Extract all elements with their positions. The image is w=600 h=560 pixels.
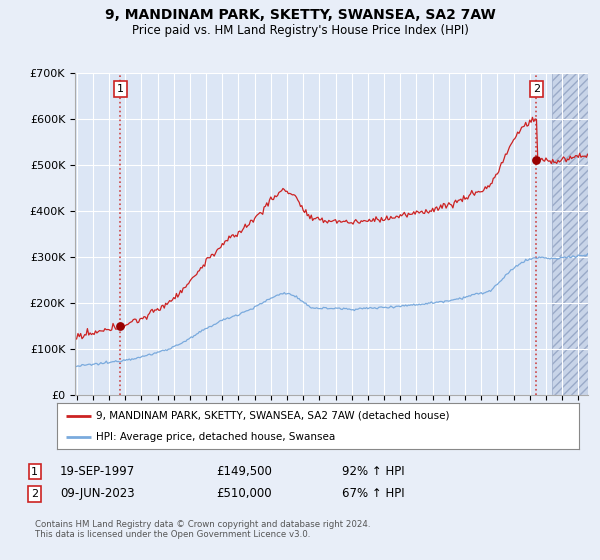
Bar <box>553 73 588 395</box>
Text: 9, MANDINAM PARK, SKETTY, SWANSEA, SA2 7AW: 9, MANDINAM PARK, SKETTY, SWANSEA, SA2 7… <box>104 8 496 22</box>
Text: 1: 1 <box>117 84 124 94</box>
Text: 92% ↑ HPI: 92% ↑ HPI <box>342 465 404 478</box>
Text: 19-SEP-1997: 19-SEP-1997 <box>60 465 135 478</box>
Text: 9, MANDINAM PARK, SKETTY, SWANSEA, SA2 7AW (detached house): 9, MANDINAM PARK, SKETTY, SWANSEA, SA2 7… <box>96 410 449 421</box>
Text: 09-JUN-2023: 09-JUN-2023 <box>60 487 134 501</box>
Text: HPI: Average price, detached house, Swansea: HPI: Average price, detached house, Swan… <box>96 432 335 442</box>
Text: £149,500: £149,500 <box>216 465 272 478</box>
Text: 2: 2 <box>31 489 38 499</box>
Text: 1: 1 <box>31 466 38 477</box>
Point <box>116 321 125 330</box>
Text: 67% ↑ HPI: 67% ↑ HPI <box>342 487 404 501</box>
Point <box>532 156 541 165</box>
Text: Price paid vs. HM Land Registry's House Price Index (HPI): Price paid vs. HM Land Registry's House … <box>131 24 469 37</box>
Text: 2: 2 <box>533 84 540 94</box>
Text: £510,000: £510,000 <box>216 487 272 501</box>
Text: Contains HM Land Registry data © Crown copyright and database right 2024.
This d: Contains HM Land Registry data © Crown c… <box>35 520 370 539</box>
